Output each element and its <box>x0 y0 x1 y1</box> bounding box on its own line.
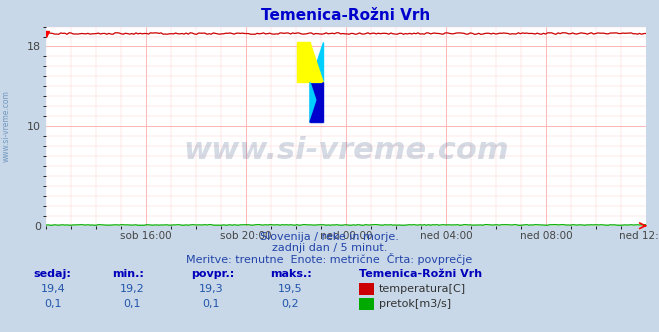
Text: 0,1: 0,1 <box>44 299 61 309</box>
Text: 0,1: 0,1 <box>123 299 140 309</box>
Text: 0,1: 0,1 <box>202 299 219 309</box>
Polygon shape <box>310 82 323 122</box>
Text: www.si-vreme.com: www.si-vreme.com <box>2 90 11 162</box>
Text: sedaj:: sedaj: <box>33 269 71 279</box>
Text: povpr.:: povpr.: <box>191 269 235 279</box>
Text: 19,4: 19,4 <box>40 284 65 294</box>
Text: pretok[m3/s]: pretok[m3/s] <box>379 299 451 309</box>
Text: temperatura[C]: temperatura[C] <box>379 284 466 294</box>
Text: 19,3: 19,3 <box>198 284 223 294</box>
Bar <box>297 42 310 82</box>
Text: maks.:: maks.: <box>270 269 312 279</box>
Text: 19,5: 19,5 <box>277 284 302 294</box>
Text: 0,2: 0,2 <box>281 299 299 309</box>
Polygon shape <box>310 42 323 82</box>
Polygon shape <box>310 82 323 122</box>
Polygon shape <box>310 42 323 82</box>
Bar <box>310 82 323 122</box>
Text: Slovenija / reke in morje.: Slovenija / reke in morje. <box>260 232 399 242</box>
Text: 19,2: 19,2 <box>119 284 144 294</box>
Text: Temenica-Rožni Vrh: Temenica-Rožni Vrh <box>359 269 482 279</box>
Title: Temenica-Rožni Vrh: Temenica-Rožni Vrh <box>262 8 430 23</box>
Text: www.si-vreme.com: www.si-vreme.com <box>183 135 509 165</box>
Text: min.:: min.: <box>112 269 144 279</box>
Text: zadnji dan / 5 minut.: zadnji dan / 5 minut. <box>272 243 387 253</box>
Text: Meritve: trenutne  Enote: metrične  Črta: povprečje: Meritve: trenutne Enote: metrične Črta: … <box>186 253 473 265</box>
